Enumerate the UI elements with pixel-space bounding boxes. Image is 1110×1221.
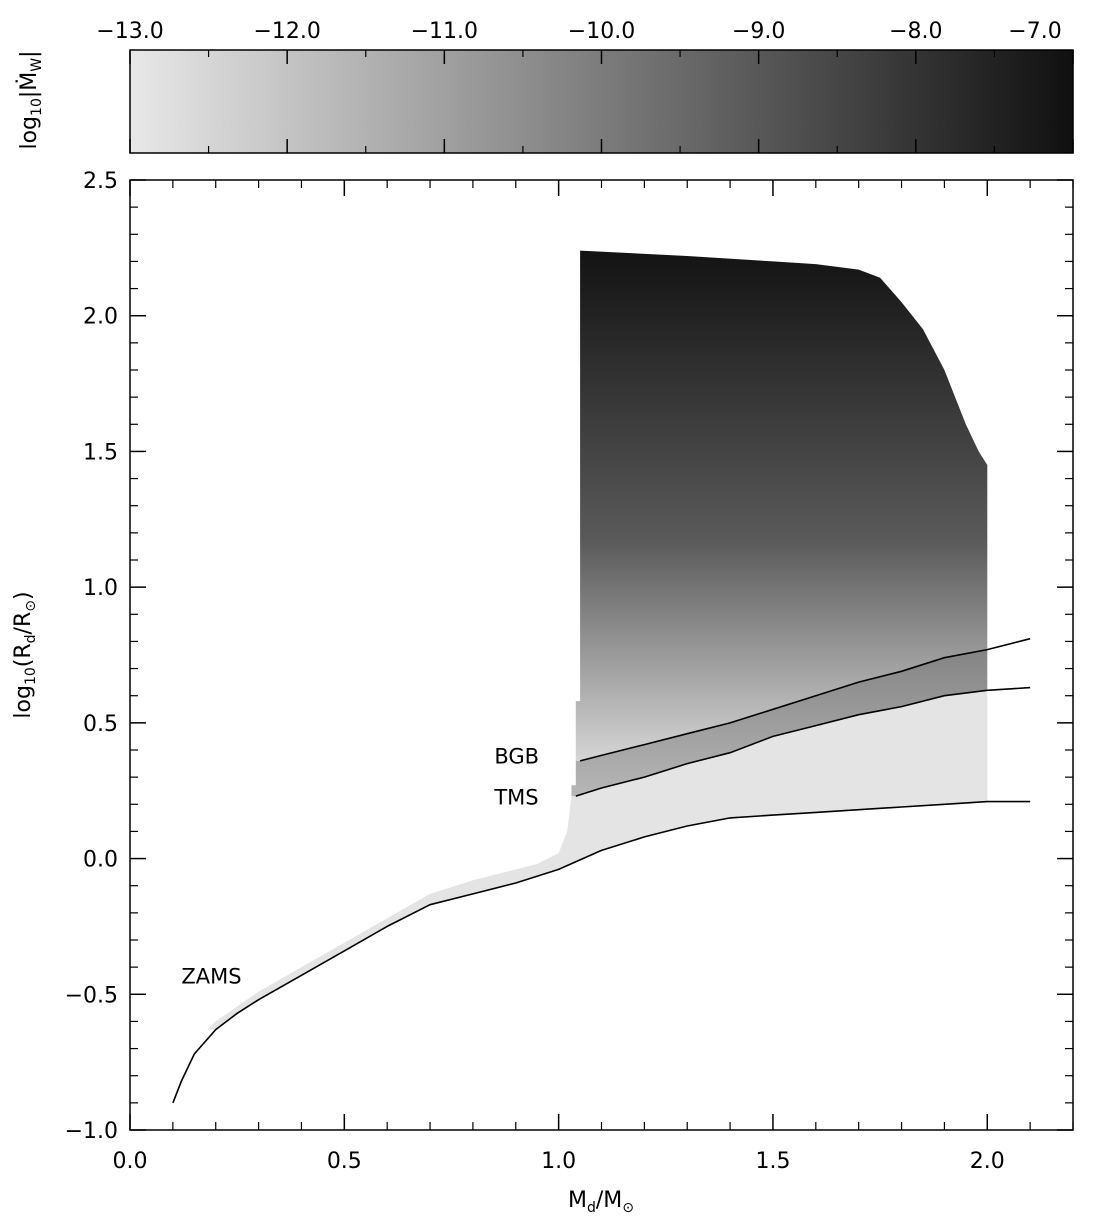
colorbar-tick-label: −11.0	[411, 19, 478, 44]
y-tick-label: 0.0	[83, 848, 118, 873]
mid-band-region	[571, 649, 988, 797]
curve-zams	[172, 800, 1031, 1104]
colorbar-label: log10|ṀW|	[16, 50, 45, 149]
y-tick-label: 0.5	[83, 712, 118, 737]
y-tick-label: −0.5	[65, 983, 118, 1008]
colorbar-tick-label: −7.0	[1008, 19, 1061, 44]
y-tick-label: 1.5	[83, 440, 118, 465]
curves	[172, 637, 1031, 1104]
regions	[207, 250, 988, 1030]
label-bgb: BGB	[494, 745, 539, 769]
y-tick-label: −1.0	[65, 1119, 118, 1144]
colorbar-tick-label: −13.0	[96, 19, 163, 44]
dark-region	[575, 250, 988, 761]
colorbar-tick-label: −9.0	[732, 19, 785, 44]
colorbar-ticks: −13.0 −12.0 −11.0 −10.0 −9.0 −8.0 −7.0	[96, 19, 1074, 153]
x-tick-label: 0.5	[327, 1149, 362, 1174]
y-axis-label: log10(Rd/R⊙)	[11, 591, 39, 718]
curve-tms	[575, 686, 1031, 797]
x-axis-label: Md/M⊙	[568, 1188, 634, 1216]
colorbar-tick-label: −10.0	[568, 19, 635, 44]
x-tick-label: 1.0	[541, 1149, 576, 1174]
x-tick-label: 0.0	[113, 1149, 148, 1174]
x-tick-label: 2.0	[970, 1149, 1005, 1174]
axis-ticks: 0.0 0.5 1.0 1.5 2.0 −1.0 −0.5 0.0 0.5 1.0 1.5 2.0 2.…	[65, 169, 1074, 1174]
curve-bgb	[579, 637, 1031, 762]
label-zams: ZAMS	[181, 964, 241, 988]
colorbar: −13.0 −12.0 −11.0 −10.0 −9.0 −8.0 −7.0 log10|M…	[16, 19, 1074, 154]
light-region	[207, 690, 988, 1030]
colorbar-tick-label: −12.0	[253, 19, 320, 44]
x-tick-label: 1.5	[755, 1149, 790, 1174]
y-tick-label: 2.0	[83, 305, 118, 330]
main-plot: 0.0 0.5 1.0 1.5 2.0 −1.0 −0.5 0.0 0.5 1.0 1.5 2.0 2.…	[11, 169, 1074, 1216]
annotations: BGB TMS ZAMS	[181, 745, 539, 989]
label-tms: TMS	[493, 785, 538, 809]
colorbar-gradient	[129, 49, 1074, 154]
y-tick-label: 1.0	[83, 576, 118, 601]
y-tick-label: 2.5	[83, 169, 118, 194]
colorbar-tick-label: −8.0	[889, 19, 942, 44]
